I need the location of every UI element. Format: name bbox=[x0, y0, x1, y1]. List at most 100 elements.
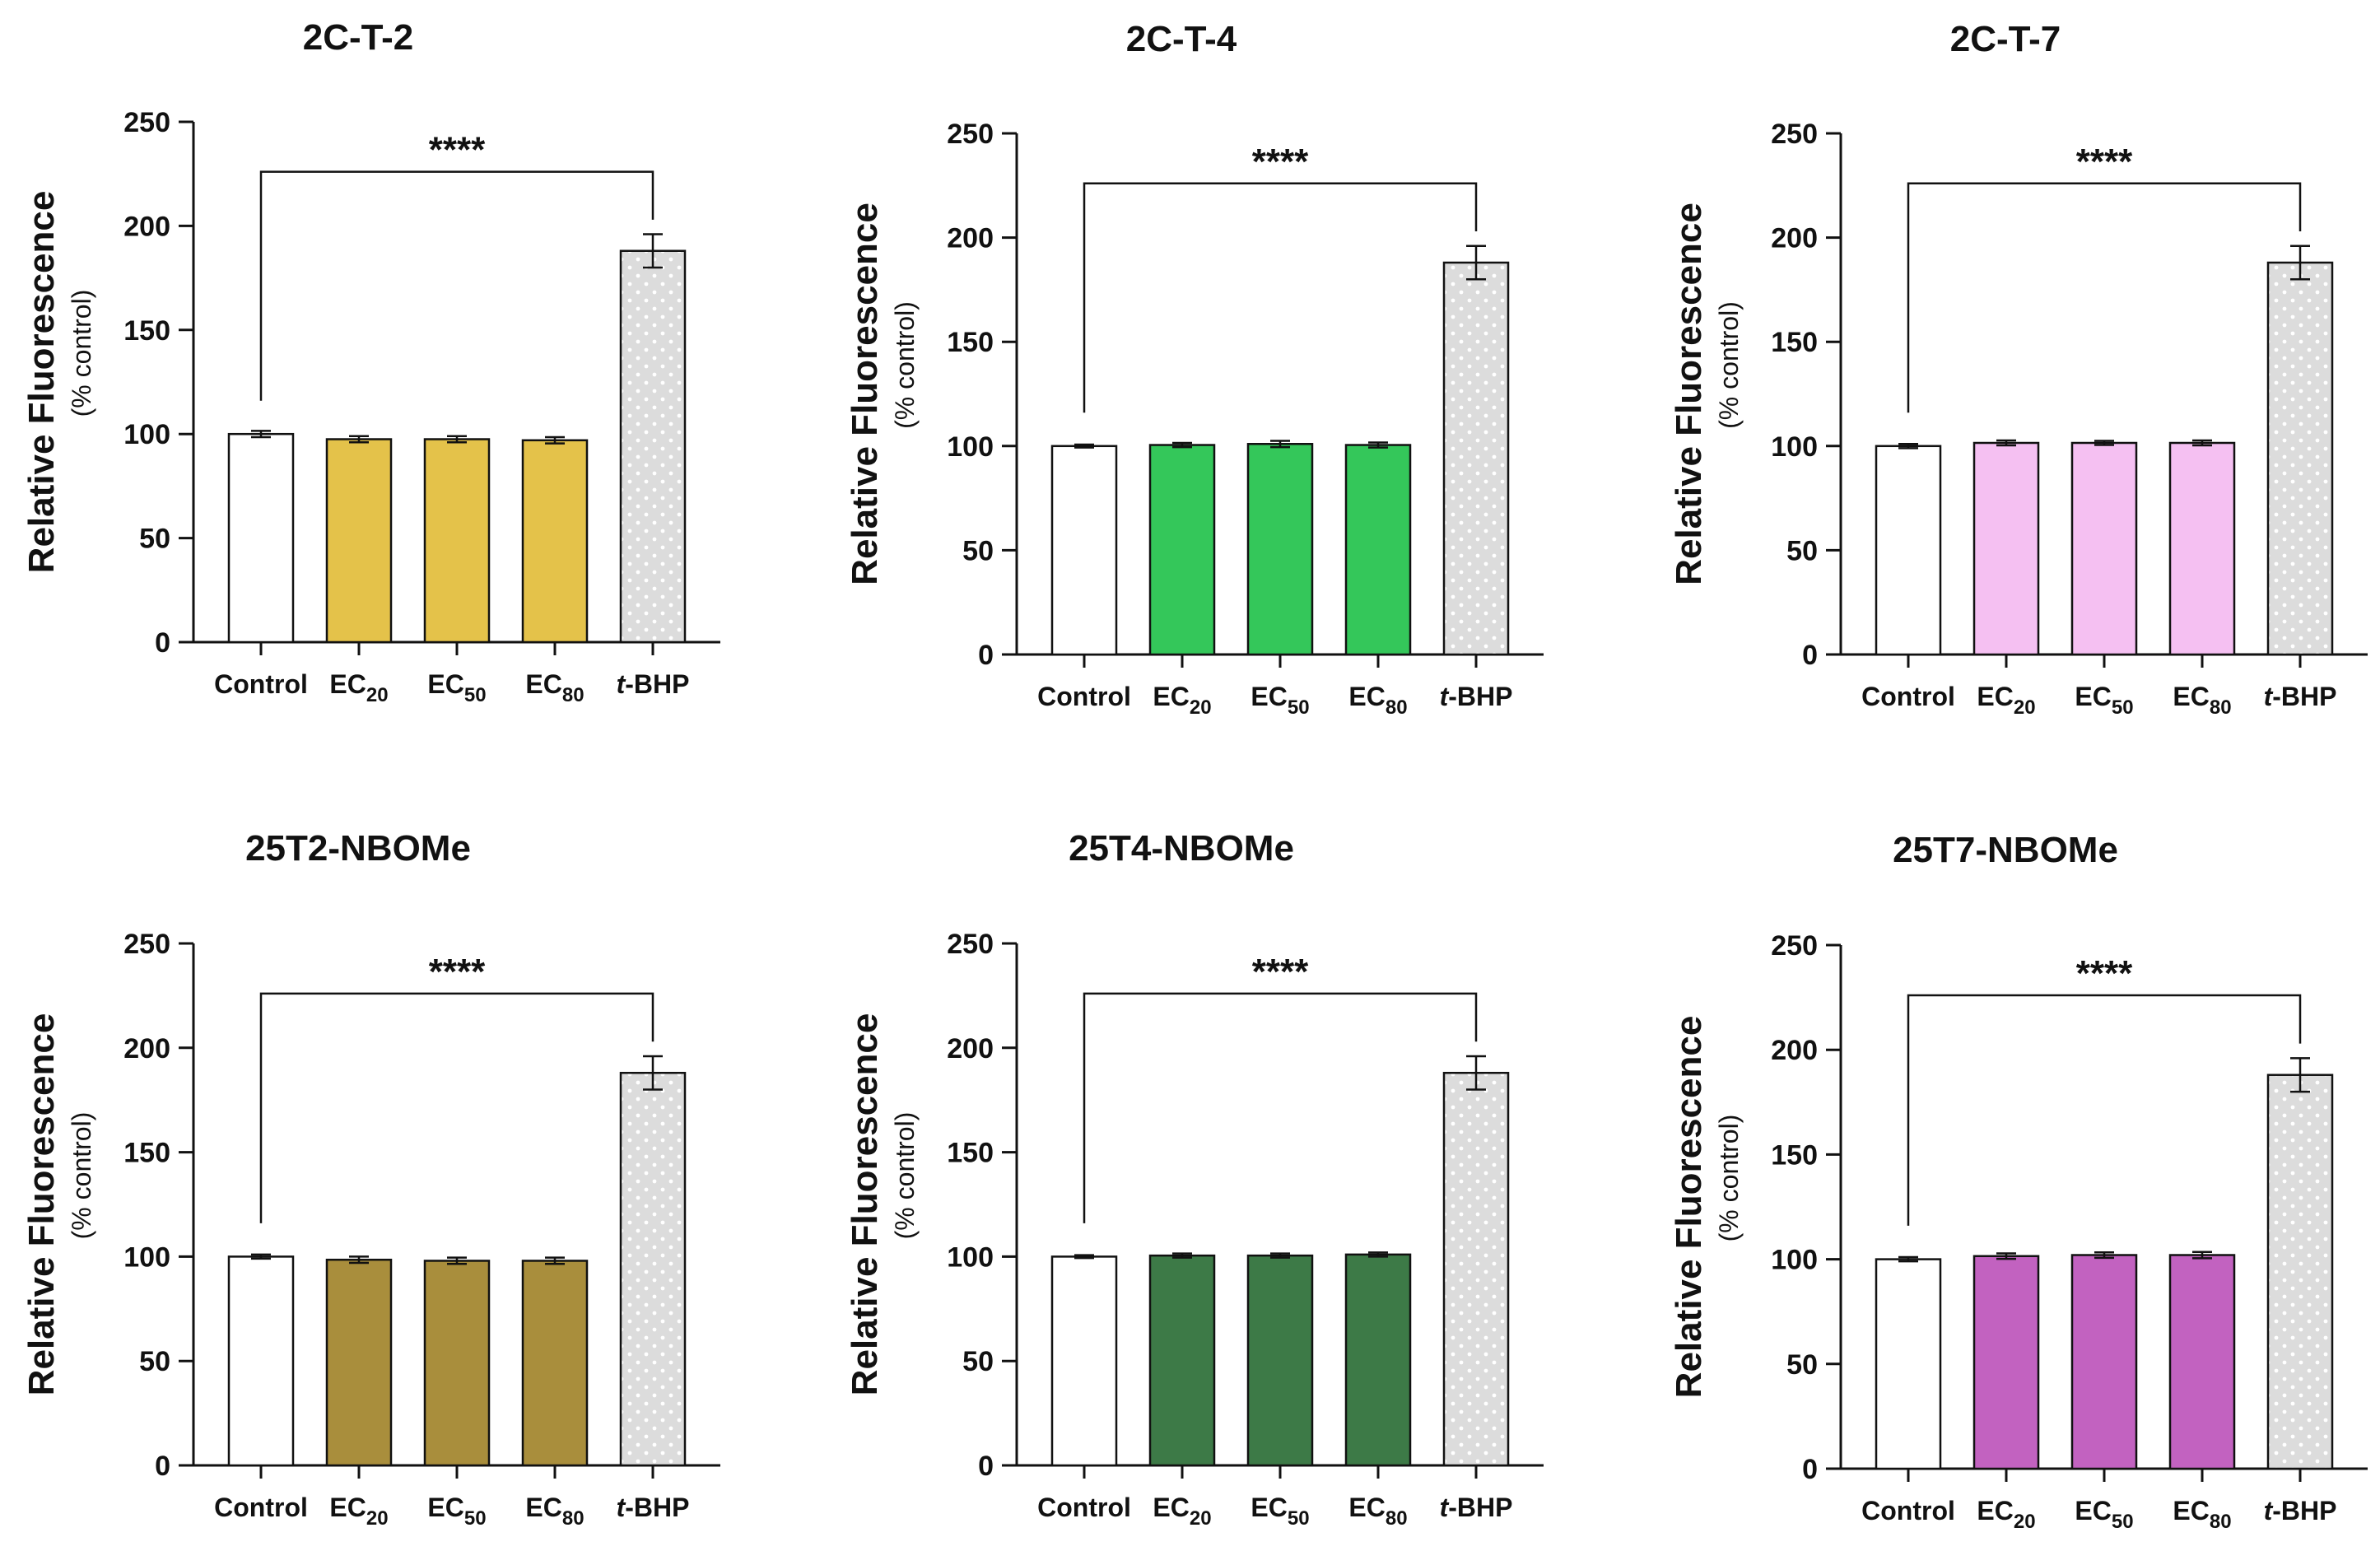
significance-bracket bbox=[259, 992, 654, 1223]
y-tick-label: 200 bbox=[123, 1033, 170, 1064]
x-tick-label: EC80 bbox=[2173, 682, 2231, 719]
significance-label: **** bbox=[429, 130, 486, 170]
y-axis-sublabel: (% control) bbox=[890, 1112, 920, 1240]
y-tick-label: 100 bbox=[1771, 1245, 1818, 1276]
x-tick-label: EC80 bbox=[1348, 1493, 1407, 1530]
significance-label: **** bbox=[2076, 953, 2133, 994]
chart-panel-1: 2C-T-2 Relative Fluorescence (% control) 0 5… bbox=[21, 17, 720, 706]
y-axis-sublabel: (% control) bbox=[890, 301, 920, 429]
x-tick-label: EC20 bbox=[1977, 1496, 2035, 1533]
y-axis-label: Relative Fluorescence bbox=[21, 1013, 62, 1396]
x-tick-label: EC50 bbox=[427, 1493, 486, 1530]
bar-1 bbox=[1875, 1258, 1942, 1470]
bar-3 bbox=[2070, 1254, 2138, 1470]
y-tick-label: 150 bbox=[123, 1138, 170, 1169]
bar-4 bbox=[521, 1260, 589, 1467]
chart-title: 25T2-NBOMe bbox=[245, 828, 471, 869]
bar-4 bbox=[1344, 1253, 1412, 1467]
x-tick-label: t-BHP bbox=[1440, 682, 1513, 711]
y-tick-label: 100 bbox=[123, 419, 170, 450]
bar-2 bbox=[325, 1258, 393, 1467]
bar-1 bbox=[227, 1255, 295, 1467]
significance-label: **** bbox=[429, 952, 486, 992]
y-tick-label: 150 bbox=[947, 327, 994, 358]
error-bar bbox=[2094, 1251, 2114, 1260]
x-tick-label: EC20 bbox=[329, 1493, 388, 1530]
error-bar bbox=[2192, 439, 2212, 447]
x-tick-label: EC80 bbox=[525, 669, 584, 706]
chart-title: 25T4-NBOMe bbox=[1069, 828, 1294, 869]
y-axis-label: Relative Fluorescence bbox=[1669, 203, 1709, 585]
error-bar bbox=[1172, 441, 1192, 449]
x-tick-label: Control bbox=[1861, 682, 1955, 711]
x-tick-label: EC80 bbox=[525, 1493, 584, 1530]
y-axis-sublabel: (% control) bbox=[67, 1112, 96, 1240]
x-tick-label: EC50 bbox=[1251, 682, 1309, 719]
y-tick-label: 250 bbox=[123, 929, 170, 960]
y-axis-sublabel: (% control) bbox=[67, 290, 96, 417]
error-bar bbox=[1996, 1252, 2016, 1260]
x-tick-label: Control bbox=[214, 669, 308, 699]
error-bar bbox=[1074, 443, 1094, 449]
y-tick-label: 100 bbox=[947, 431, 994, 463]
error-bar bbox=[1996, 439, 2016, 447]
chart-panel-2: 2C-T-4 Relative Fluorescence (% control) 0 5… bbox=[845, 19, 1544, 719]
y-tick-label: 250 bbox=[947, 929, 994, 960]
significance-label: **** bbox=[2076, 142, 2133, 182]
y-tick-label: 100 bbox=[947, 1241, 994, 1273]
bar-1 bbox=[1875, 445, 1942, 656]
y-tick-label: 50 bbox=[139, 524, 170, 555]
y-tick-label: 50 bbox=[1786, 1349, 1818, 1381]
y-tick-label: 100 bbox=[1771, 431, 1818, 463]
error-bar bbox=[1368, 1251, 1388, 1258]
y-axis-label: Relative Fluorescence bbox=[845, 1013, 885, 1396]
y-tick-label: 200 bbox=[947, 1033, 994, 1064]
x-tick-label: EC20 bbox=[1977, 682, 2035, 719]
bar-5 bbox=[619, 1071, 687, 1467]
bar-2 bbox=[1972, 1255, 2040, 1470]
y-tick-label: 200 bbox=[947, 223, 994, 254]
bar-2 bbox=[1148, 444, 1216, 656]
error-bar bbox=[1270, 440, 1290, 449]
y-axis-label: Relative Fluorescence bbox=[21, 191, 62, 574]
bar-3 bbox=[423, 1260, 491, 1467]
chart-title: 25T7-NBOMe bbox=[1893, 830, 2118, 870]
y-tick-label: 50 bbox=[139, 1346, 170, 1377]
y-tick-label: 200 bbox=[1771, 1035, 1818, 1066]
bar-2 bbox=[1972, 441, 2040, 656]
y-axis-label: Relative Fluorescence bbox=[1669, 1016, 1709, 1399]
y-tick-label: 50 bbox=[1786, 535, 1818, 566]
error-bar bbox=[2094, 440, 2114, 446]
y-tick-label: 150 bbox=[1771, 1139, 1818, 1171]
significance-label: **** bbox=[1252, 142, 1309, 182]
error-bar bbox=[251, 430, 271, 439]
significance-bracket bbox=[259, 170, 654, 401]
x-tick-label: t-BHP bbox=[617, 1493, 690, 1522]
error-bar bbox=[1466, 245, 1486, 281]
chart-title: 2C-T-4 bbox=[1126, 19, 1237, 59]
chart-panel-4: 25T2-NBOMe Relative Fluorescence (% contro… bbox=[21, 828, 720, 1530]
error-bar bbox=[251, 1253, 271, 1260]
y-axis-sublabel: (% control) bbox=[1714, 301, 1744, 429]
error-bar bbox=[1074, 1254, 1094, 1260]
error-bar bbox=[1270, 1252, 1290, 1259]
y-tick-label: 200 bbox=[123, 211, 170, 242]
chart-panel-6: 25T7-NBOMe Relative Fluorescence (% contro… bbox=[1669, 830, 2368, 1533]
bar-3 bbox=[2070, 441, 2138, 656]
bar-4 bbox=[1344, 444, 1412, 656]
x-tick-label: EC50 bbox=[1251, 1493, 1309, 1530]
error-bar bbox=[349, 1255, 369, 1265]
y-tick-label: 50 bbox=[962, 535, 994, 566]
y-tick-label: 150 bbox=[123, 315, 170, 347]
chart-panel-3: 2C-T-7 Relative Fluorescence (% control) 0 5… bbox=[1669, 19, 2368, 719]
x-tick-label: Control bbox=[1037, 682, 1131, 711]
y-tick-label: 0 bbox=[155, 627, 170, 659]
significance-bracket bbox=[1907, 994, 2302, 1226]
y-tick-label: 100 bbox=[123, 1241, 170, 1273]
y-axis-label: Relative Fluorescence bbox=[845, 203, 885, 585]
y-tick-label: 200 bbox=[1771, 223, 1818, 254]
bar-1 bbox=[227, 432, 295, 644]
x-tick-label: t-BHP bbox=[617, 669, 690, 699]
significance-bracket bbox=[1083, 182, 1478, 413]
